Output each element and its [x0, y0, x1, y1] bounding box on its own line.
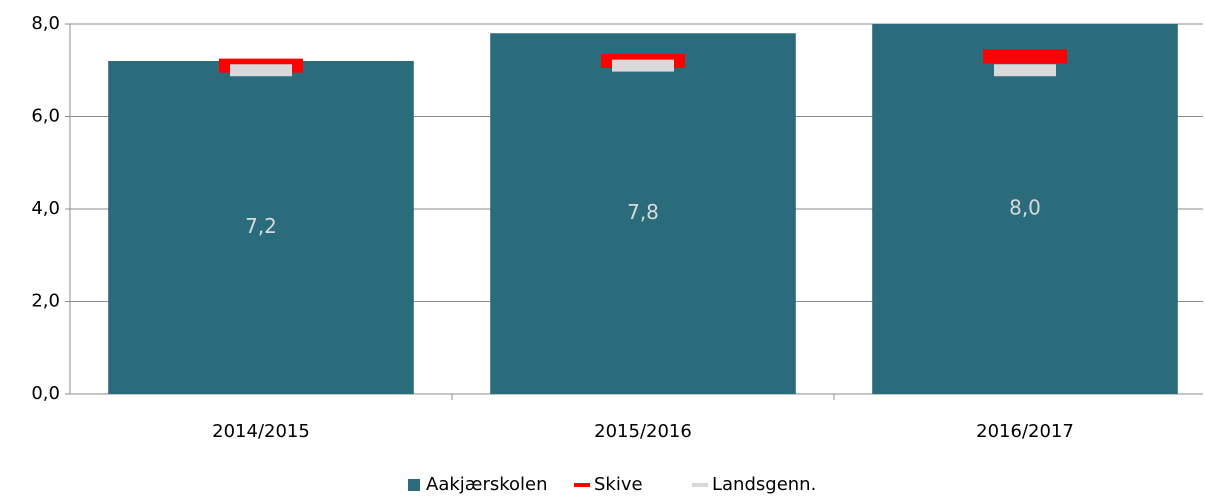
- data-label: 7,2: [245, 214, 277, 238]
- data-label: 8,0: [1009, 196, 1041, 220]
- legend-swatch: [692, 483, 708, 487]
- bar: [108, 61, 414, 394]
- bar: [872, 24, 1178, 394]
- marker: [994, 64, 1056, 77]
- y-tick-label: 8,0: [31, 13, 60, 34]
- y-tick-label: 2,0: [31, 291, 60, 312]
- data-label: 7,8: [627, 200, 659, 224]
- x-tick-label: 2016/2017: [976, 421, 1074, 442]
- x-tick-label: 2014/2015: [212, 421, 310, 442]
- legend-swatch: [574, 483, 590, 487]
- x-tick-label: 2015/2016: [594, 421, 692, 442]
- legend-label: Skive: [594, 474, 643, 495]
- legend-label: Aakjærskolen: [426, 474, 548, 495]
- y-tick-label: 4,0: [31, 198, 60, 219]
- legend-label: Landsgenn.: [712, 474, 816, 495]
- y-tick-label: 0,0: [31, 383, 60, 404]
- y-tick-label: 6,0: [31, 106, 60, 127]
- marker: [983, 49, 1067, 64]
- marker: [230, 64, 292, 77]
- marker: [612, 59, 674, 72]
- bar: [490, 33, 796, 394]
- legend-swatch: [408, 479, 420, 491]
